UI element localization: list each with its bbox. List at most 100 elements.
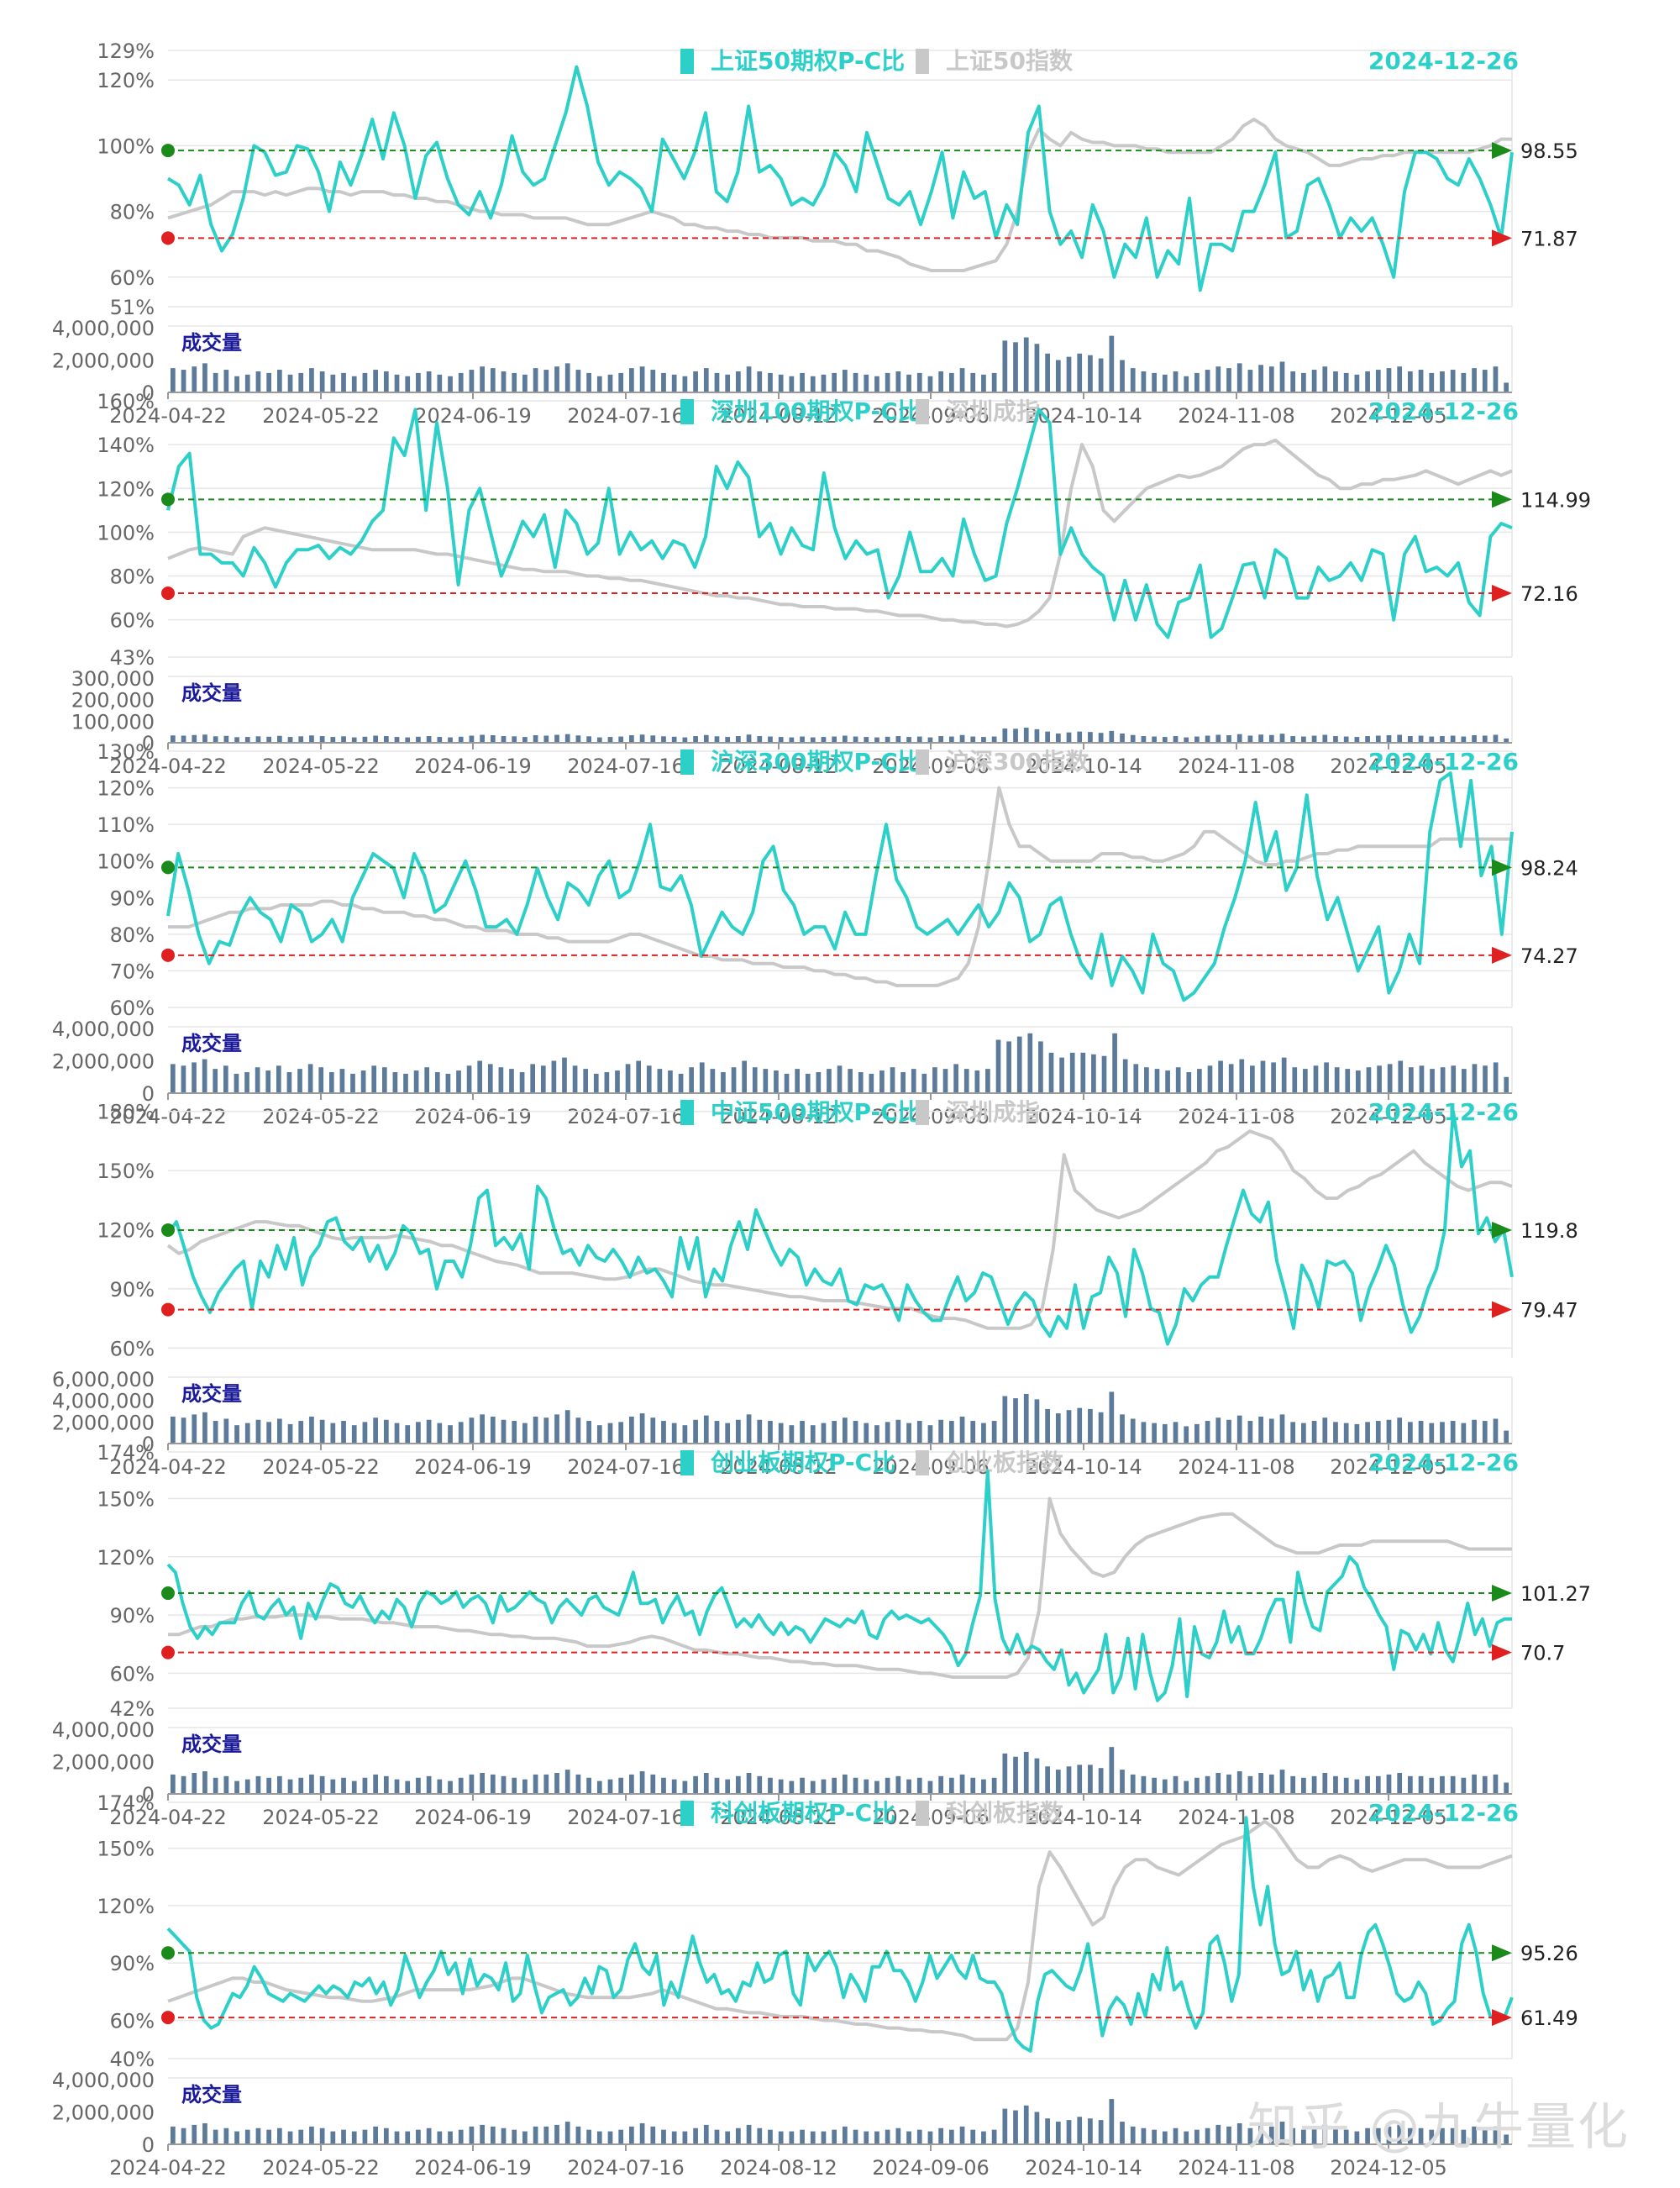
volume-bar <box>498 1067 504 1093</box>
volume-bar <box>1236 1415 1242 1444</box>
volume-bar <box>1386 368 1392 392</box>
volume-bar <box>714 1777 720 1794</box>
volume-bar <box>1194 736 1200 743</box>
volume-bar <box>874 376 879 392</box>
volume-bar <box>906 374 911 392</box>
legend-pc-label: 深圳100期权P-C比 <box>711 397 921 425</box>
volume-bar <box>519 1071 525 1093</box>
x-tick-label: 2024-05-22 <box>262 755 379 778</box>
volume-bar <box>714 2129 720 2144</box>
volume-bar <box>879 1070 885 1093</box>
lower-ref-arrow <box>1492 229 1512 247</box>
volume-bar <box>351 376 357 392</box>
volume-bar <box>725 737 731 743</box>
volume-bar <box>394 1423 400 1444</box>
pc-series-line <box>166 65 1514 292</box>
volume-bar <box>480 366 485 392</box>
volume-tick-label: 100,000 <box>71 710 155 734</box>
volume-bar <box>843 370 848 392</box>
volume-bar <box>1313 1065 1319 1093</box>
volume-bar <box>234 1073 239 1093</box>
volume-bar <box>789 1780 795 1794</box>
volume-bar <box>223 1065 228 1093</box>
volume-bar <box>276 2128 282 2144</box>
volume-bar <box>1247 1421 1253 1444</box>
y-tick-label: 90% <box>110 1604 155 1628</box>
volume-bar <box>911 1069 916 1093</box>
volume-bar <box>394 737 400 743</box>
volume-bar <box>991 2129 997 2144</box>
volume-bar <box>757 1775 763 1794</box>
volume-bar <box>757 2128 763 2144</box>
volume-bar <box>906 1423 911 1444</box>
volume-bar <box>1247 735 1253 743</box>
volume-bar <box>625 1064 631 1093</box>
x-tick-label: 2024-12-05 <box>1330 755 1446 778</box>
volume-bar <box>1322 2124 1328 2144</box>
volume-bar <box>501 736 507 743</box>
lower-ref-arrow <box>1492 584 1512 602</box>
volume-bar <box>678 1073 684 1093</box>
volume-bar <box>1429 1423 1435 1444</box>
volume-bar <box>371 1065 377 1093</box>
x-tick-label: 2024-04-22 <box>109 1806 226 1829</box>
lower-ref-arrow <box>1492 1301 1512 1318</box>
volume-bar <box>564 734 570 743</box>
volume-bar <box>725 1779 731 1794</box>
volume-bar <box>784 1073 790 1093</box>
volume-bar <box>448 1780 453 1794</box>
volume-bar <box>1055 360 1061 392</box>
volume-tick-label: 4,000,000 <box>52 1390 155 1413</box>
volume-bar <box>607 374 613 392</box>
date-label: 2024-12-26 <box>1368 397 1519 425</box>
volume-bar <box>1236 2122 1242 2144</box>
volume-bar <box>1088 732 1093 743</box>
volume-bar <box>921 1073 927 1093</box>
volume-bar <box>1027 1033 1033 1093</box>
volume-bar <box>895 1775 901 1794</box>
volume-bar <box>1472 2126 1477 2144</box>
volume-bar <box>213 736 218 743</box>
volume-bar <box>373 1417 378 1444</box>
y-tick-label: 129% <box>97 39 155 63</box>
x-tick-label: 2024-09-06 <box>872 404 989 428</box>
volume-bar <box>1077 2117 1083 2144</box>
volume-bar <box>1247 1775 1253 1794</box>
volume-bar <box>885 1777 890 1794</box>
date-label: 2024-12-26 <box>1368 1449 1519 1476</box>
volume-bar <box>383 2128 389 2144</box>
volume-bar <box>413 1070 419 1093</box>
volume-bar <box>938 1419 943 1444</box>
volume-bar <box>244 737 250 743</box>
x-tick-label: 2024-04-22 <box>109 1105 226 1128</box>
volume-bar <box>244 1779 250 1794</box>
volume-bar <box>714 736 720 743</box>
volume-bar <box>383 736 389 743</box>
legend-index-label: 深圳成指 <box>946 1098 1040 1126</box>
volume-bar <box>512 1777 517 1794</box>
volume-bar <box>1141 1775 1147 1794</box>
volume-bar <box>1120 733 1125 743</box>
volume-bar <box>1279 361 1285 392</box>
volume-bar <box>564 1410 570 1444</box>
volume-bar <box>1375 735 1381 743</box>
volume-bar <box>916 2129 922 2144</box>
volume-bar <box>1440 1067 1446 1093</box>
volume-bar <box>710 1069 716 1093</box>
volume-bar <box>276 1775 282 1794</box>
volume-bar <box>1450 1775 1456 1794</box>
volume-tick-label: 2,000,000 <box>52 1411 155 1434</box>
legend-index-swatch <box>916 1801 929 1826</box>
volume-bar <box>202 734 207 743</box>
volume-bar <box>1419 1065 1425 1093</box>
volume-bar <box>693 1775 698 1794</box>
volume-bar <box>1120 2122 1125 2144</box>
volume-bar <box>800 1421 805 1444</box>
volume-bar <box>1069 1052 1075 1093</box>
volume-bar <box>512 2129 517 2144</box>
volume-bar <box>1205 1775 1210 1794</box>
lower-ref-value: 79.47 <box>1520 1299 1578 1323</box>
volume-tick-label: 2,000,000 <box>52 2101 155 2125</box>
upper-ref-value: 101.27 <box>1520 1582 1591 1606</box>
volume-bar <box>244 1071 249 1093</box>
